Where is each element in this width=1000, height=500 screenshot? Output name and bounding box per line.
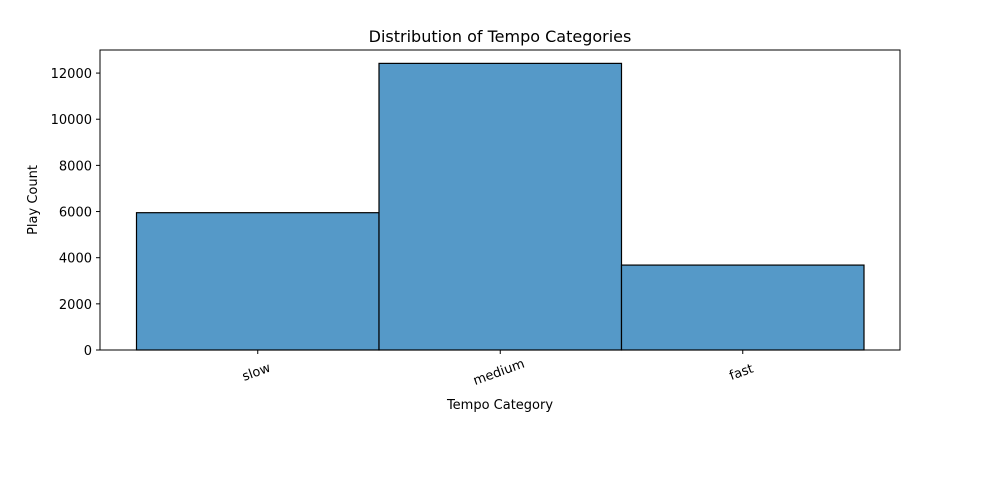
y-axis-label: Play Count — [26, 165, 41, 235]
bar-fast — [620, 264, 865, 351]
y-tick-label-6000: 6000 — [59, 206, 92, 221]
y-tick-label-12000: 12000 — [51, 67, 92, 82]
y-axis: 0 2000 4000 6000 8000 10000 12000 — [51, 67, 100, 359]
bars-group — [135, 62, 865, 351]
bar-medium — [378, 62, 623, 351]
chart-title: Distribution of Tempo Categories — [369, 27, 632, 46]
y-tick-label-0: 0 — [84, 344, 92, 359]
y-tick-label-8000: 8000 — [59, 159, 92, 174]
y-tick-label-4000: 4000 — [59, 252, 92, 267]
plot-frame — [99, 49, 901, 351]
x-tick-label-slow: slow — [240, 361, 273, 385]
x-tick-label-medium: medium — [471, 357, 526, 389]
x-tick-label-fast: fast — [728, 361, 756, 383]
bar-slow — [135, 212, 380, 351]
x-axis: slow medium fast — [240, 350, 756, 389]
y-tick-label-10000: 10000 — [51, 113, 92, 128]
x-axis-label: Tempo Category — [446, 398, 553, 413]
y-tick-label-2000: 2000 — [59, 298, 92, 313]
